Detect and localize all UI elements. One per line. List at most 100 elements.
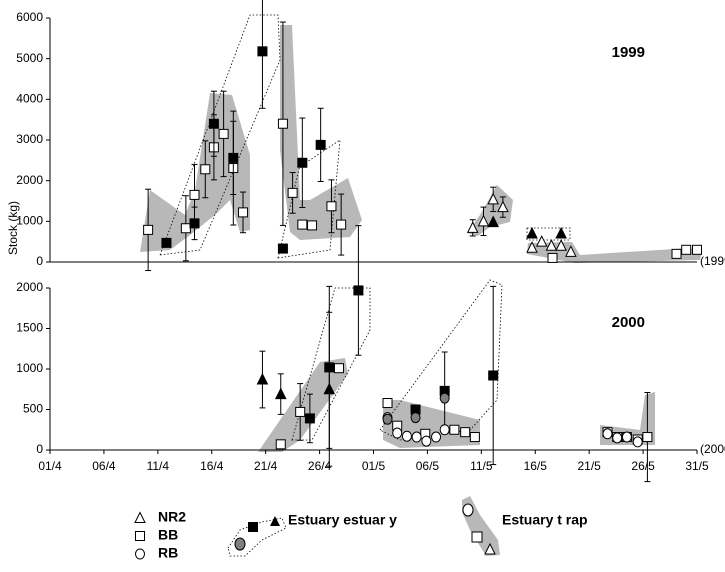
side-label: (1999) <box>700 254 725 268</box>
data-point <box>535 235 548 247</box>
data-point <box>439 424 450 436</box>
legend-icon <box>270 516 280 526</box>
data-point <box>304 413 315 424</box>
data-point <box>602 428 613 440</box>
group-outline <box>291 287 371 441</box>
y-tick-label: 4000 <box>16 92 43 106</box>
side-label: (2000) <box>700 442 725 456</box>
data-point <box>297 157 308 168</box>
y-tick-label: 0 <box>36 254 43 268</box>
legend-label: BB <box>158 527 178 543</box>
panel-title: 2000 <box>612 314 645 331</box>
y-tick-label: 3000 <box>16 132 43 146</box>
data-point <box>497 200 509 213</box>
data-point <box>681 244 692 255</box>
legend-outline <box>227 517 287 557</box>
data-point <box>555 239 567 251</box>
data-point <box>526 226 538 239</box>
legend-icon <box>471 531 483 543</box>
group-band <box>467 185 513 236</box>
y-tick-label: 0 <box>36 442 43 456</box>
data-point <box>671 248 682 259</box>
data-point <box>487 215 500 228</box>
data-point <box>333 363 344 374</box>
panel-title: 1999 <box>612 44 645 61</box>
data-point <box>353 285 364 296</box>
data-point <box>180 223 191 234</box>
x-tick-label: 06/5 <box>416 459 440 473</box>
data-point <box>392 427 403 439</box>
data-point <box>410 412 421 424</box>
data-point <box>439 392 450 404</box>
y-tick-label: 500 <box>23 402 43 416</box>
y-tick-label: 5000 <box>16 51 43 65</box>
x-tick-label: 26/4 <box>308 459 332 473</box>
data-point <box>642 432 653 443</box>
group-band <box>280 25 362 240</box>
data-point <box>189 189 200 200</box>
legend-label: Estuary estuar y <box>288 512 397 528</box>
data-point <box>297 219 308 230</box>
legend-label: Estuary t rap <box>502 512 588 528</box>
legend-icon <box>135 531 145 541</box>
y-tick-label: 2000 <box>16 173 43 187</box>
x-tick-label: 16/5 <box>524 459 548 473</box>
y-tick-label: 1500 <box>16 321 43 335</box>
y-axis-label: Stock (kg) <box>6 201 20 255</box>
data-point <box>257 46 268 57</box>
group-band <box>258 358 348 452</box>
y-tick-label: 2000 <box>16 280 43 294</box>
legend-icon <box>234 537 246 551</box>
data-point <box>295 406 306 417</box>
group-outline <box>526 227 571 241</box>
legend-label: NR2 <box>158 509 186 525</box>
legend-icon <box>135 548 145 560</box>
data-point <box>161 237 172 248</box>
data-point <box>460 427 471 438</box>
data-point <box>692 244 702 255</box>
data-point <box>565 245 577 257</box>
data-point <box>488 370 499 381</box>
legend-icon <box>248 522 258 532</box>
data-point <box>449 424 460 435</box>
x-tick-label: 21/4 <box>254 459 278 473</box>
y-tick-label: 6000 <box>16 10 43 24</box>
data-point <box>307 220 318 231</box>
x-tick-label: 01/5 <box>362 459 386 473</box>
data-point <box>382 413 393 425</box>
legend-label: RB <box>158 545 178 561</box>
data-point <box>421 435 432 447</box>
data-point <box>545 239 558 251</box>
data-point <box>612 432 623 444</box>
data-point <box>469 432 480 443</box>
data-point <box>277 243 288 254</box>
y-tick-label: 1000 <box>16 214 43 228</box>
group-band <box>600 392 655 445</box>
data-point <box>526 241 538 253</box>
data-point <box>401 430 412 442</box>
data-point <box>324 362 335 373</box>
x-tick-label: 11/5 <box>470 459 493 473</box>
x-tick-label: 31/5 <box>685 459 709 473</box>
group-outline <box>379 279 503 441</box>
data-point <box>621 431 632 443</box>
legend-icon <box>134 511 146 523</box>
data-point <box>632 436 643 448</box>
data-point <box>547 252 558 263</box>
data-point <box>189 218 200 229</box>
data-point <box>287 187 298 198</box>
data-point <box>326 201 337 212</box>
groupings <box>140 14 702 452</box>
data-point <box>208 118 219 129</box>
legend-icon <box>484 542 496 555</box>
y-tick-label: 1000 <box>16 361 43 375</box>
data-point <box>218 128 229 139</box>
legend: Estuary estuar y Estuary t rap NR2 BB RB <box>134 496 588 561</box>
x-tick-label: 21/5 <box>577 459 601 473</box>
data-point <box>238 207 249 218</box>
x-tick-label: 11/4 <box>147 459 170 473</box>
x-tick-label: 01/4 <box>38 459 62 473</box>
group-outline <box>159 14 281 256</box>
data-point <box>200 164 211 175</box>
